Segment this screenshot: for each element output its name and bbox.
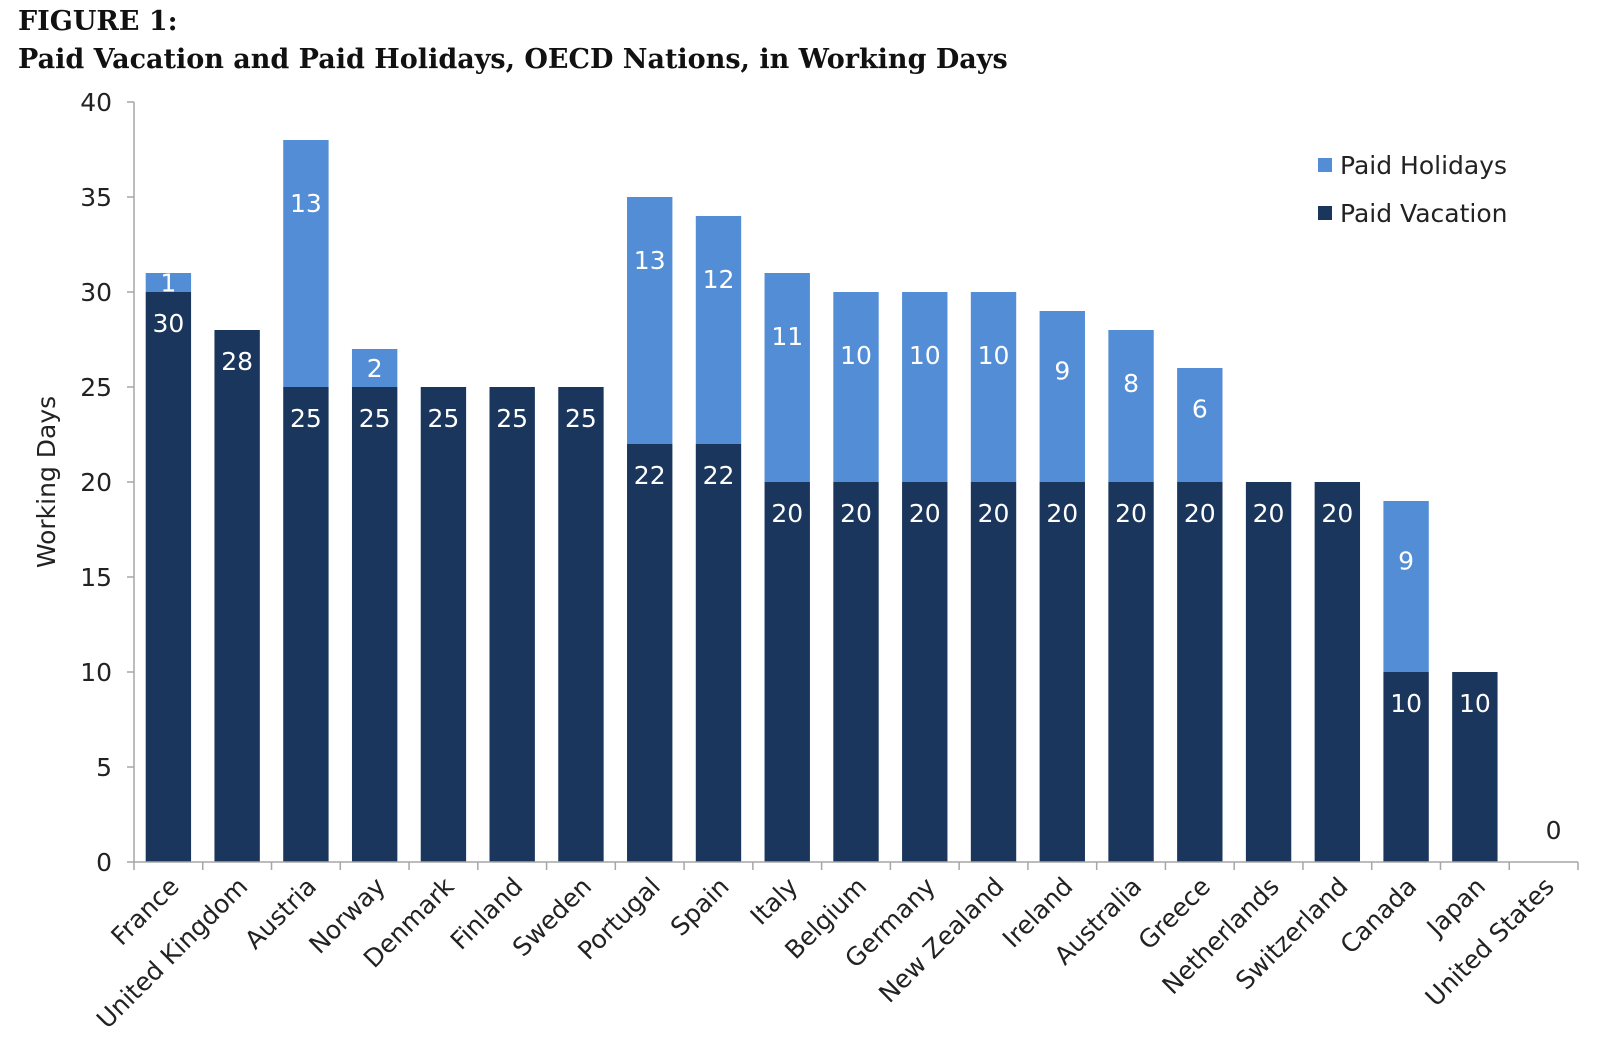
legend: Paid Holidays Paid Vacation <box>1318 151 1507 228</box>
data-label-paid-holidays: 9 <box>1054 356 1070 385</box>
data-label-paid-vacation: 22 <box>634 461 666 490</box>
bar-paid-vacation <box>970 482 1017 862</box>
x-tick-label: Spain <box>665 872 735 942</box>
data-label-paid-vacation: 20 <box>1321 499 1353 528</box>
bar-paid-vacation <box>420 387 467 862</box>
data-label-paid-vacation: 20 <box>978 499 1010 528</box>
data-label-paid-vacation: 25 <box>496 404 528 433</box>
y-tick-label: 10 <box>80 658 112 687</box>
bar-paid-vacation <box>214 330 260 862</box>
bar-paid-holidays <box>145 273 192 292</box>
bar-paid-holidays <box>1039 311 1085 482</box>
bar-paid-vacation <box>1177 482 1223 862</box>
bar-paid-vacation <box>833 482 879 862</box>
bar-paid-vacation <box>627 444 673 862</box>
bar-paid-vacation <box>489 387 535 862</box>
data-label-paid-holidays: 12 <box>703 265 735 294</box>
bar-paid-vacation <box>283 387 329 862</box>
bar-paid-vacation <box>1039 482 1085 862</box>
data-label-paid-holidays: 10 <box>909 341 941 370</box>
bar-paid-holidays <box>627 197 673 444</box>
data-label-paid-vacation: 22 <box>703 461 735 490</box>
y-axis: 0 5 10 15 20 25 30 35 40 Working Days <box>32 88 135 877</box>
bar-paid-vacation <box>1108 482 1154 862</box>
bar-paid-holidays <box>283 140 329 387</box>
data-label-paid-holidays: 13 <box>634 246 666 275</box>
bar-paid-vacation <box>1245 482 1292 862</box>
legend-swatch <box>1318 158 1332 172</box>
y-tick-label: 15 <box>80 563 112 592</box>
data-label-paid-vacation: 10 <box>1390 689 1422 718</box>
bar-paid-vacation <box>1452 672 1498 862</box>
data-label-paid-vacation: 25 <box>290 404 322 433</box>
y-tick-label: 20 <box>80 468 112 497</box>
bar-paid-holidays <box>1108 330 1154 482</box>
bar-paid-vacation <box>695 444 742 862</box>
data-label-paid-vacation: 30 <box>152 309 184 338</box>
bar-paid-holidays <box>833 292 879 482</box>
data-label-paid-holidays: 1 <box>160 269 176 298</box>
data-label-paid-holidays: 11 <box>771 322 803 351</box>
bar-paid-holidays <box>351 349 398 387</box>
data-label-paid-holidays: 9 <box>1398 546 1414 575</box>
bar-paid-holidays <box>970 292 1017 482</box>
y-tick-label: 0 <box>96 848 112 877</box>
data-label-paid-vacation: 20 <box>909 499 941 528</box>
data-label-paid-vacation: 28 <box>221 347 253 376</box>
legend-label: Paid Holidays <box>1340 151 1507 180</box>
y-axis-title: Working Days <box>32 396 61 568</box>
bar-paid-holidays <box>1177 368 1223 482</box>
bar-paid-vacation <box>1383 672 1429 862</box>
y-tick-label: 30 <box>80 278 112 307</box>
data-label-paid-vacation: 10 <box>1459 689 1491 718</box>
bars-layer: 30 1 28 25 13 25 2 25 25 25 22 13 22 12 20 11 20 10 20 10 20… <box>145 140 1562 862</box>
bar-paid-vacation <box>902 482 948 862</box>
bar-paid-holidays <box>1383 501 1429 672</box>
data-label-paid-vacation: 20 <box>771 499 803 528</box>
data-label-paid-holidays: 13 <box>290 189 322 218</box>
bar-paid-holidays <box>695 216 742 444</box>
x-tick-label: Italy <box>745 872 804 931</box>
data-label-paid-holidays: 10 <box>978 341 1010 370</box>
bar-paid-vacation <box>558 387 604 862</box>
y-tick-label: 5 <box>96 753 112 782</box>
y-tick-label: 25 <box>80 373 112 402</box>
legend-label: Paid Vacation <box>1340 199 1507 228</box>
bar-paid-vacation <box>764 482 810 862</box>
data-label-paid-holidays: 8 <box>1123 369 1139 398</box>
figure-title: Paid Vacation and Paid Holidays, OECD Na… <box>18 44 1008 75</box>
data-label-paid-vacation: 20 <box>1184 499 1216 528</box>
figure-label: FIGURE 1: <box>18 6 178 37</box>
data-label-paid-vacation: 25 <box>359 404 391 433</box>
data-label-paid-vacation: 25 <box>428 404 460 433</box>
bar-paid-vacation <box>145 292 192 862</box>
data-label-paid-vacation: 20 <box>1115 499 1147 528</box>
data-label-paid-vacation: 20 <box>1046 499 1078 528</box>
bar-paid-holidays <box>902 292 948 482</box>
bar-paid-vacation <box>1314 482 1361 862</box>
y-tick-label: 35 <box>80 183 112 212</box>
x-tick-label: Canada <box>1335 872 1423 960</box>
legend-swatch <box>1318 206 1332 220</box>
data-label-paid-holidays: 10 <box>840 341 872 370</box>
data-label-paid-vacation: 20 <box>840 499 872 528</box>
data-label-paid-holidays: 2 <box>367 354 383 383</box>
y-tick-label: 40 <box>80 88 112 117</box>
bar-paid-vacation <box>351 387 398 862</box>
annotation-label: 0 <box>1546 816 1562 845</box>
bar-paid-holidays <box>764 273 810 482</box>
data-label-paid-vacation: 20 <box>1253 499 1285 528</box>
data-label-paid-holidays: 6 <box>1192 395 1208 424</box>
x-tick-label: New Zealand <box>873 872 1010 1009</box>
data-label-paid-vacation: 25 <box>565 404 597 433</box>
